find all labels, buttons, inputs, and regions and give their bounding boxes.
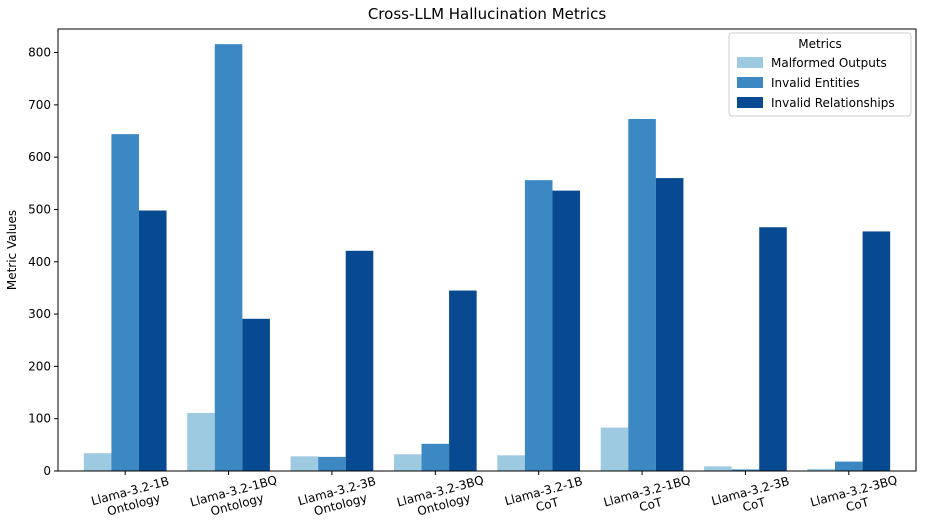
y-tick-label: 600 xyxy=(28,150,51,164)
y-tick-label: 200 xyxy=(28,359,51,373)
y-tick-label: 700 xyxy=(28,98,51,112)
y-axis: 0 100 200 300 400 500 600 700 800 xyxy=(28,46,58,478)
bar-malformed-outputs xyxy=(497,455,525,471)
bar-malformed-outputs xyxy=(704,466,732,471)
x-tick-label-line: CoT xyxy=(638,495,665,515)
x-tick-label-line: CoT xyxy=(534,495,561,515)
bar-invalid-relationships xyxy=(552,190,581,471)
bar-invalid-relationships xyxy=(345,250,374,471)
bar-malformed-outputs xyxy=(83,453,112,471)
x-tick-label-line: CoT xyxy=(741,495,768,515)
legend-entry-label: Malformed Outputs xyxy=(771,56,887,70)
bar-malformed-outputs xyxy=(290,456,319,471)
plot-frame xyxy=(57,28,917,472)
bar-malformed-outputs xyxy=(393,454,422,471)
y-tick-label: 100 xyxy=(28,412,51,426)
bar-invalid-relationships xyxy=(655,178,684,472)
bar-invalid-relationships xyxy=(759,227,787,471)
legend-swatch xyxy=(737,57,763,68)
bar-malformed-outputs xyxy=(187,412,215,471)
y-tick-label: 0 xyxy=(43,464,51,478)
legend-entry-label: Invalid Entities xyxy=(771,76,860,90)
bar-invalid-entities xyxy=(214,44,243,472)
bar-invalid-entities xyxy=(524,180,553,471)
chart-title: Cross-LLM Hallucination Metrics xyxy=(368,5,607,23)
bar-invalid-entities xyxy=(318,456,346,471)
bar-invalid-entities xyxy=(628,118,656,471)
bar-invalid-entities xyxy=(111,134,139,471)
bar-invalid-relationships xyxy=(242,318,270,471)
y-tick-label: 500 xyxy=(28,202,51,216)
bar-malformed-outputs xyxy=(600,427,629,471)
legend: Metrics Malformed Outputs Invalid Entities… xyxy=(728,32,912,117)
y-tick-label: 800 xyxy=(28,46,51,60)
legend-entry-label: Invalid Relationships xyxy=(771,96,895,110)
bar-invalid-entities xyxy=(421,443,450,471)
y-tick-label: 300 xyxy=(28,307,51,321)
y-tick-label: 400 xyxy=(28,255,51,269)
y-axis-label: Metric Values xyxy=(5,210,19,290)
bar-invalid-relationships xyxy=(138,210,167,471)
bar-invalid-entities xyxy=(835,461,863,471)
bar-invalid-relationships xyxy=(862,231,891,471)
legend-swatch xyxy=(737,77,763,88)
bar-malformed-outputs xyxy=(807,468,836,471)
bars-group xyxy=(83,44,891,472)
legend-title: Metrics xyxy=(798,37,842,51)
bar-invalid-entities xyxy=(731,469,760,471)
bar-invalid-relationships xyxy=(449,290,477,471)
legend-box xyxy=(728,32,912,117)
x-tick-label-line: CoT xyxy=(844,495,871,515)
legend-swatch xyxy=(737,97,763,108)
